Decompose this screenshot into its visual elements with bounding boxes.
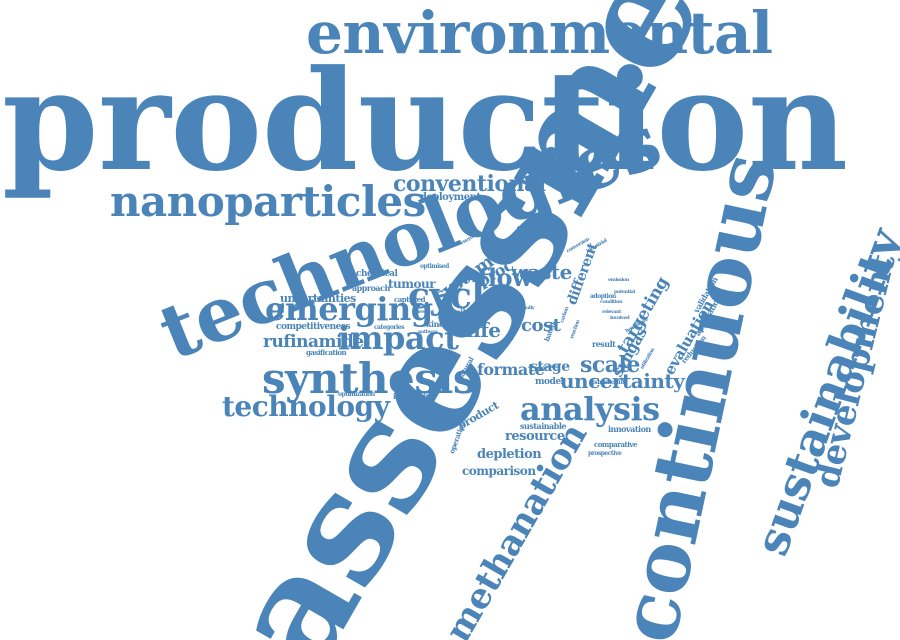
word-conventional: conventional [393,171,546,197]
word-uncertainty: uncertainty [560,369,685,393]
word-rufinamide: rufinamide [263,332,364,352]
word-reaction: reaction [569,319,582,340]
word-production: production [2,39,848,202]
word-competitiveness: competitiveness [276,322,351,332]
word-cycle: cycle [408,275,507,317]
word-captured: captured [394,295,426,304]
word-technology: technology [222,390,390,423]
word-flow: flow [478,263,533,292]
word-condition: condition [600,299,623,305]
word-optimised: optimised [420,263,449,270]
word-impact: impact [338,319,459,357]
word-utilization: utilization [639,347,657,371]
word-paramount: paramount [592,379,625,386]
word-waste: waste [511,260,572,284]
word-quality: quality [438,315,454,321]
word-finally: finally [520,305,535,311]
word-resource: resource [505,429,565,444]
word-tumour: tumour [388,277,436,291]
word-analysis: analysis [520,390,660,428]
word-kinetic: kinetic [426,319,454,329]
word-involved: involved [610,315,630,321]
word-uncertainties: uncertainties [280,292,356,305]
word-projection: projection [428,351,452,357]
word-synthesis: synthesis [262,354,477,403]
word-nanoparticles: nanoparticles [110,177,426,226]
word-emerging: emerging [265,290,433,328]
word-result: result [592,339,616,349]
word-prospective: prospective [588,450,622,457]
word-comparative: comparative [594,440,637,449]
word-pathway: pathway [418,329,438,335]
word-cost: cost [521,315,561,336]
word-optimization: optimization [338,391,375,398]
word-relevant: relevant [602,309,622,315]
word-comparison: comparison [462,464,536,478]
word-adoption: adoption [590,293,616,300]
word-present: present [416,309,434,315]
word-environmental: environmental [306,0,773,67]
word-innovation: innovation [608,424,651,434]
word-scale: scale [580,352,640,378]
word-chemical: chemical [356,269,398,279]
word-gasification: gasification [306,348,347,357]
word-model: model [535,377,564,387]
word-stage: stage [530,359,570,375]
word-capital: capital [543,364,559,370]
word-pilot: pilot [455,307,474,317]
word-life: life [466,318,501,342]
word-categories: categories [374,324,404,331]
word-sustainable: sustainable [520,421,566,431]
word-approach: approach [352,283,390,293]
word-alternative: alternative [408,363,433,369]
word-depletion: depletion [477,447,542,462]
word-formate: formate [477,360,545,379]
word-deployment: deployment [420,192,481,203]
word-emission: emission [608,277,629,283]
word-innovative: innovative [393,391,435,401]
word-potential: potential [614,289,635,295]
